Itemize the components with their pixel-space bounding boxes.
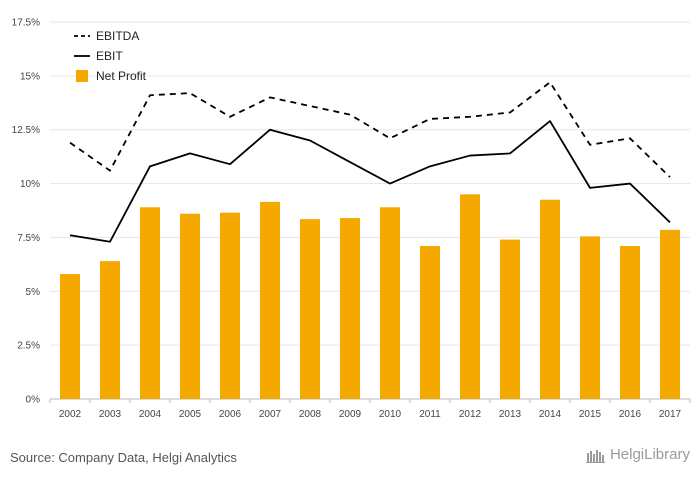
bar-net-profit bbox=[620, 246, 640, 399]
bar-net-profit bbox=[500, 239, 520, 399]
bar-net-profit bbox=[100, 261, 120, 399]
x-tick-label: 2017 bbox=[659, 409, 682, 420]
bar-net-profit bbox=[380, 207, 400, 399]
y-tick-label: 10% bbox=[20, 179, 40, 190]
x-tick-label: 2013 bbox=[499, 409, 522, 420]
bar-net-profit bbox=[220, 212, 240, 399]
y-tick-label: 7.5% bbox=[17, 233, 40, 244]
line-ebit bbox=[69, 120, 671, 243]
y-tick-label: 17.5% bbox=[12, 18, 40, 29]
legend-label: EBIT bbox=[96, 49, 123, 63]
legend: EBITDA EBIT Net Profit bbox=[74, 29, 147, 83]
bar-net-profit bbox=[180, 213, 200, 399]
y-tick-label: 0% bbox=[26, 395, 41, 406]
y-tick-label: 12.5% bbox=[12, 125, 40, 136]
bar-net-profit bbox=[60, 274, 80, 399]
bar-net-profit bbox=[340, 218, 360, 399]
legend-item-net-profit: Net Profit bbox=[76, 69, 147, 83]
y-axis-ticks: 0% 2.5% 5% 7.5% 10% 12.5% 15% 17.5% bbox=[12, 18, 40, 406]
legend-label: EBITDA bbox=[96, 29, 139, 43]
brand-logo: HelgiLibrary bbox=[585, 446, 690, 463]
bar-net-profit bbox=[460, 194, 480, 399]
bar-net-profit bbox=[300, 219, 320, 399]
bar-net-profit bbox=[660, 229, 680, 399]
y-tick-label: 2.5% bbox=[17, 341, 40, 352]
line-ebitda bbox=[69, 81, 671, 178]
bar-net-profit bbox=[540, 199, 560, 399]
bar-net-profit bbox=[580, 236, 600, 399]
x-tick-label: 2007 bbox=[259, 409, 282, 420]
x-tick-label: 2016 bbox=[619, 409, 642, 420]
x-tick-label: 2002 bbox=[59, 409, 82, 420]
x-tick-label: 2003 bbox=[99, 409, 122, 420]
bar-net-profit bbox=[260, 201, 280, 399]
legend-item-ebitda: EBITDA bbox=[74, 29, 139, 43]
source-note: Source: Company Data, Helgi Analytics bbox=[10, 450, 237, 465]
x-tick-label: 2010 bbox=[379, 409, 402, 420]
bar-net-profit bbox=[140, 207, 160, 399]
library-icon bbox=[585, 449, 605, 463]
y-tick-label: 15% bbox=[20, 71, 40, 82]
x-tick-label: 2009 bbox=[339, 409, 362, 420]
legend-label: Net Profit bbox=[96, 69, 147, 83]
lines-layer bbox=[69, 81, 671, 243]
x-tick-label: 2005 bbox=[179, 409, 202, 420]
y-tick-label: 5% bbox=[26, 287, 41, 298]
legend-swatch bbox=[76, 70, 88, 82]
x-axis-ticks: 2002 2003 2004 2005 2006 2007 2008 2009 2010 2011… bbox=[49, 399, 691, 420]
x-tick-label: 2004 bbox=[139, 409, 162, 420]
x-tick-label: 2014 bbox=[539, 409, 562, 420]
chart-svg: 0%2.5%5%7.5%10%12.5%15%17.5% 2002 2003 200… bbox=[12, 18, 691, 420]
brand-name: HelgiLibrary bbox=[609, 446, 690, 463]
x-tick-label: 2011 bbox=[419, 409, 441, 420]
bars-layer bbox=[60, 194, 680, 399]
x-tick-label: 2012 bbox=[459, 409, 482, 420]
legend-item-ebit: EBIT bbox=[74, 49, 123, 63]
x-tick-label: 2006 bbox=[219, 409, 242, 420]
x-tick-label: 2015 bbox=[579, 409, 602, 420]
bar-net-profit bbox=[420, 246, 440, 399]
x-tick-label: 2008 bbox=[299, 409, 322, 420]
